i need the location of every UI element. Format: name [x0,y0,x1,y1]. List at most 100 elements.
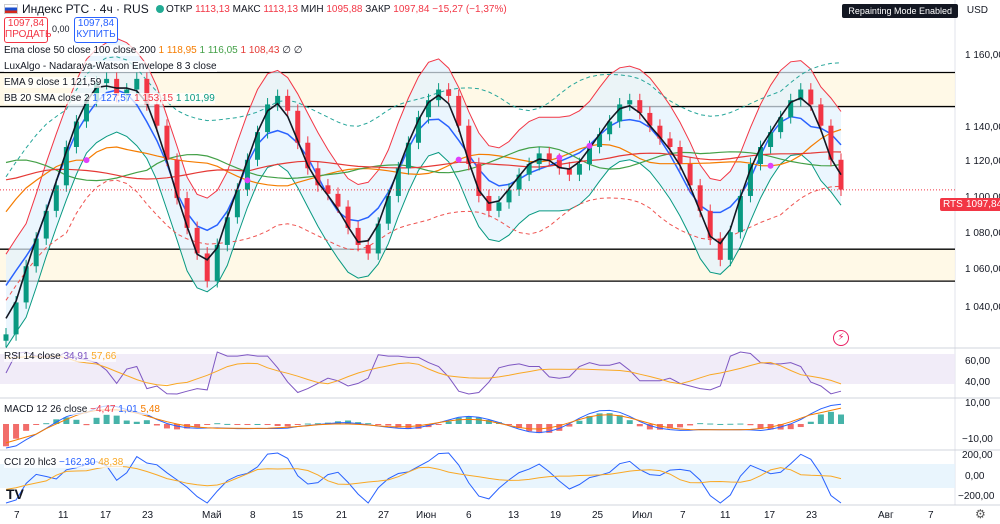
candle-body [395,168,401,196]
candle-body [747,164,753,196]
time-axis-label: 19 [550,510,562,521]
candle-body [576,164,582,175]
candle-body [516,174,522,190]
cross-marker [244,177,251,184]
candle-body [597,134,603,147]
sell-button[interactable]: 1097,84 ПРОДАТЬ [4,17,52,43]
candle-body [586,147,592,165]
indicator-ema-legend[interactable]: Ema close 50 close 100 close 200 1 118,9… [4,45,303,56]
rsi-legend[interactable]: RSI 14 close 34,91 57,66 [4,351,117,362]
nwe-lower-line [5,179,842,301]
candle-body [275,95,281,105]
time-axis-label: 11 [720,510,731,521]
currency-label[interactable]: USD [966,5,988,16]
macd-histogram-bar [747,424,754,426]
candle-body [677,147,683,165]
time-axis-label: 7 [680,510,686,521]
candle-body [446,89,452,96]
macd-axis-label: −10,00 [962,434,993,445]
candle-body [405,142,411,169]
candle-body [637,100,643,113]
macd-histogram-bar [838,414,844,424]
candle-body [737,195,743,233]
macd-histogram-bar [797,424,804,428]
macd-histogram-bar [606,413,613,424]
indicator-ema9-legend[interactable]: EMA 9 close 1 121,59 [4,77,102,88]
macd-histogram-bar [445,421,452,424]
tradingview-logo-icon[interactable]: TV [6,486,24,502]
price-axis-label: 1 120,00 [965,156,1000,167]
candle-body [727,232,733,260]
macd-histogram-bar [576,420,583,424]
symbol-title[interactable]: Индекс РТС · 4ч · RUS [4,2,167,16]
macd-histogram-bar [707,423,714,425]
candle-body [375,223,381,254]
macd-histogram-bar [244,424,251,425]
candle-body [546,153,552,160]
macd-histogram-bar [677,424,684,428]
macd-histogram-bar [757,424,764,429]
candle-body [53,185,59,211]
time-axis-label: 15 [292,510,304,521]
cross-marker [83,157,90,164]
cross-marker [556,154,563,161]
macd-histogram-bar [234,424,241,425]
macd-histogram-bar [224,423,231,425]
time-axis-label: 17 [100,510,112,521]
candle-body [647,112,653,126]
time-axis-label: 6 [466,510,472,521]
macd-histogram-bar [646,424,653,430]
candle-body [305,142,311,169]
candle-body [476,164,482,196]
macd-histogram-bar [123,420,130,424]
macd-histogram-bar [395,424,402,428]
macd-histogram-bar [455,417,462,424]
macd-histogram-bar [435,424,442,425]
candle-body [3,334,9,341]
macd-histogram-bar [33,424,40,425]
buy-button[interactable]: 1097,84 КУПИТЬ [74,17,118,43]
macd-axis-label: 10,00 [965,398,991,409]
candle-body [818,104,824,126]
macd-histogram-bar [636,424,643,427]
cci-band [0,464,955,488]
cci-legend[interactable]: CCI 20 hlc3 −162,30 48,38 [4,457,124,468]
macd-histogram-bar [204,424,211,425]
macd-histogram-bar [23,424,30,431]
indicator-nwe-legend[interactable]: LuxAlgo - Nadaraya-Watson Envelope 8 3 c… [4,61,217,72]
candle-body [415,117,421,143]
settings-icon[interactable]: ⚙ [975,507,986,521]
macd-histogram-bar [194,424,201,428]
candle-body [23,266,29,303]
macd-legend[interactable]: MACD 12 26 close −4,47 1,01 5,48 [4,404,160,415]
macd-histogram-bar [415,424,422,429]
candle-body [778,117,784,133]
macd-histogram-bar [385,424,392,426]
candle-body [154,104,160,126]
cross-marker [455,156,462,163]
candle-body [617,104,623,122]
macd-histogram-bar [717,423,724,425]
cross-marker [586,142,593,149]
candle-body [124,89,130,96]
russia-flag-icon [4,4,18,14]
candle-body [456,95,462,126]
time-axis-label: 7 [14,510,20,521]
flash-alert-icon[interactable]: ⚡ [833,330,849,346]
macd-histogram-bar [546,424,553,433]
candle-body [214,244,220,282]
time-axis-label: 23 [806,510,818,521]
bb-lower-line [5,131,842,349]
macd-histogram-bar [485,420,492,424]
candle-body [667,138,673,147]
macd-histogram-bar [304,423,311,425]
candle-body [355,227,361,245]
indicator-bb-legend[interactable]: BB 20 SMA close 2 1 127,57 1 153,15 1 10… [4,93,215,104]
candle-body [184,198,190,228]
macd-histogram-bar [3,424,9,447]
macd-histogram-bar [687,424,694,426]
ohlc-readout: ОТКР 1113,13 МАКС 1113,13 МИН 1095,88 ЗА… [166,4,507,15]
candle-body [385,195,391,224]
candle-body [466,125,472,165]
